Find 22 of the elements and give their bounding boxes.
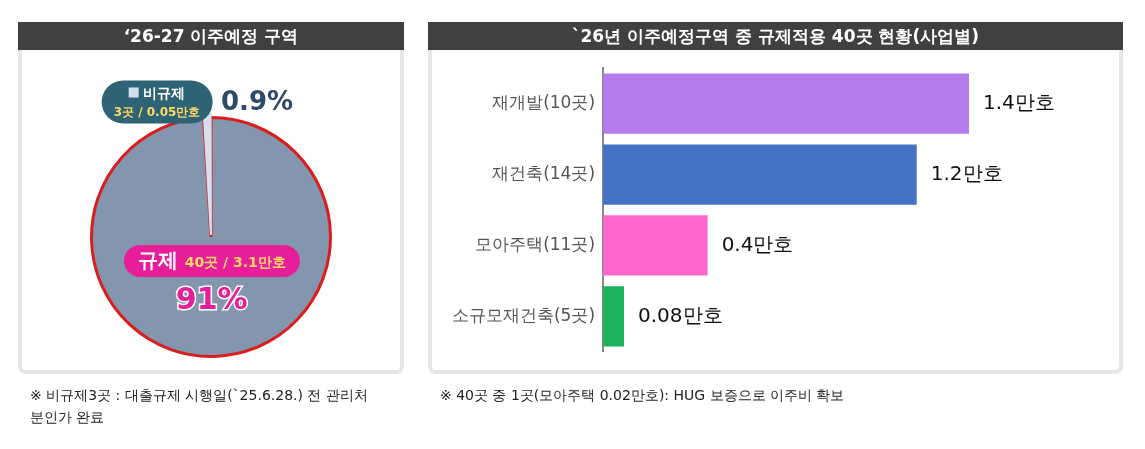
y-tick-label: 재건축(14곳) [492, 162, 596, 183]
data-label: 0.9% [221, 86, 294, 117]
slice-label: 규제 [137, 247, 178, 272]
y-tick-label: 재개발(10곳) [492, 92, 596, 113]
y-tick-label: 모아주택(11곳) [475, 233, 596, 254]
data-label: 1.4만호 [983, 89, 1055, 114]
data-label: 1.2만호 [930, 160, 1003, 185]
text: 40곳 / 3.1만호 [184, 253, 286, 270]
bar [603, 215, 708, 276]
chart-title: `26년 이주예정구역 중 규제적용 40곳 현황(사업별) [428, 22, 1123, 50]
data-label: 0.08만호 [637, 302, 723, 327]
text: 3곳 / 0.05만호 [113, 104, 201, 118]
data-label: 0.4만호 [721, 231, 794, 256]
data-label: 91% [175, 280, 248, 316]
legend-label: 비규제 [143, 84, 186, 100]
y-tick-label: 소규모재건축(5곳) [451, 304, 596, 325]
chart-title: ‘26-27 이주예정 구역 [18, 22, 404, 50]
text: ※ 40곳 중 1곳(모아주택 0.02만호): HUG 보증으로 이주비 확보 [439, 386, 846, 405]
bar [603, 286, 624, 347]
text: ※ 비규제3곳 : 대출규제 시행일(`25.6.28.) 전 관리처분인가 완료 [29, 386, 369, 427]
bar [603, 144, 917, 205]
bar [603, 73, 969, 134]
